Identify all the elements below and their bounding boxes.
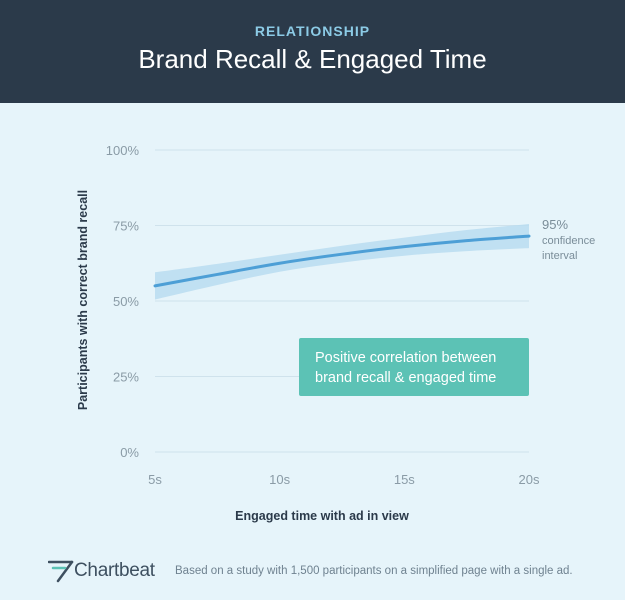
y-tick-label: 50% [113,294,139,309]
chartbeat-logo: Chartbeat [48,558,155,584]
chart-title: Brand Recall & Engaged Time [138,44,487,74]
series-line-group [153,234,531,288]
chart-kicker: RELATIONSHIP [254,23,371,39]
chart-area: 0% 25% 50% 75% 100% 5s 10s 15s 20s Participants… [76,143,595,523]
y-tick-labels: 0% 25% 50% 75% 100% [106,143,140,460]
ci-label-line-1: 95% [542,217,568,232]
ci-label-line-3: interval [542,250,577,262]
footnote: Based on a study with 1,500 participants… [175,565,573,577]
callout-line-2: brand recall & engaged time [315,370,496,386]
x-axis-label: Engaged time with ad in view [235,509,409,523]
chartbeat-logo-text: Chartbeat [74,560,155,581]
x-tick-label: 10s [269,472,290,487]
series-line [153,234,531,288]
x-tick-label: 5s [148,472,162,487]
y-axis-label: Participants with correct brand recall [76,190,90,410]
ci-label-line-2: confidence [542,235,595,247]
grid-lines [155,149,529,453]
ci-annotation: 95% confidence interval [542,217,595,262]
confidence-band [155,223,529,300]
confidence-band-group [155,223,529,300]
callout-box: Positive correlation between brand recal… [299,338,529,396]
y-tick-label: 25% [113,370,139,385]
callout-background [299,338,529,396]
y-tick-label: 75% [113,219,139,234]
y-tick-label: 100% [106,143,140,158]
header-banner: RELATIONSHIP Brand Recall & Engaged Time [0,0,625,103]
callout-line-1: Positive correlation between [315,350,496,366]
x-tick-labels: 5s 10s 15s 20s [148,472,540,487]
x-tick-label: 15s [394,472,415,487]
y-tick-label: 0% [120,445,139,460]
chartbeat-mark-icon [48,560,74,583]
x-tick-label: 20s [519,472,540,487]
